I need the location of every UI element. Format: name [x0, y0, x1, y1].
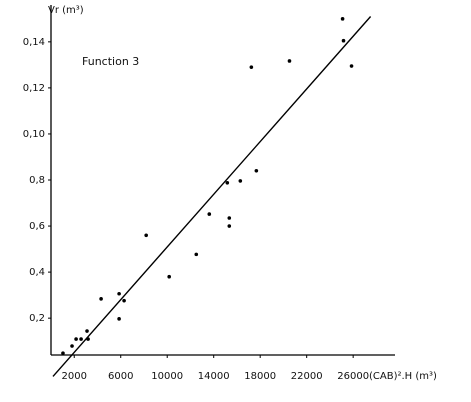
- point: [227, 216, 232, 220]
- point: [61, 351, 65, 355]
- point: [117, 317, 121, 321]
- x-axis-label: (CAB)².H (m³): [369, 371, 437, 382]
- y-tick-label: 0,12: [23, 83, 45, 94]
- point: [85, 329, 89, 333]
- point: [117, 291, 121, 296]
- x-tick-label: 26000: [337, 371, 369, 382]
- point: [249, 65, 254, 69]
- y-tick-label: 0,6: [29, 221, 45, 232]
- point: [341, 38, 346, 43]
- point: [79, 337, 83, 341]
- point: [340, 17, 345, 21]
- point: [194, 252, 199, 257]
- point: [349, 64, 354, 68]
- x-tick-label: 6000: [108, 371, 133, 382]
- point: [287, 59, 292, 63]
- y-tick-label: 0,14: [23, 37, 45, 48]
- y-tick-label: 0,10: [23, 129, 45, 140]
- annotation: Function 3: [82, 55, 139, 68]
- point: [167, 274, 171, 279]
- x-tick-label: 2000: [62, 371, 87, 382]
- point: [207, 212, 212, 216]
- point: [225, 180, 230, 185]
- point: [238, 179, 243, 183]
- y-axis-label: Vr (m³): [48, 5, 84, 16]
- point: [144, 233, 148, 238]
- x-tick-label: 18000: [244, 371, 276, 382]
- y-tick-label: 0,4: [29, 267, 45, 278]
- y-tick-label: 0,2: [29, 313, 45, 324]
- point: [122, 298, 126, 303]
- point: [254, 168, 259, 173]
- point: [70, 344, 74, 348]
- x-tick-label: 10000: [151, 371, 183, 382]
- point: [99, 297, 103, 301]
- fit-line: [52, 16, 372, 377]
- point: [74, 337, 78, 341]
- point: [86, 337, 90, 341]
- x-tick-label: 22000: [291, 371, 323, 382]
- y-tick-label: 0,8: [29, 175, 45, 186]
- point: [227, 224, 232, 228]
- x-tick-label: 14000: [198, 371, 230, 382]
